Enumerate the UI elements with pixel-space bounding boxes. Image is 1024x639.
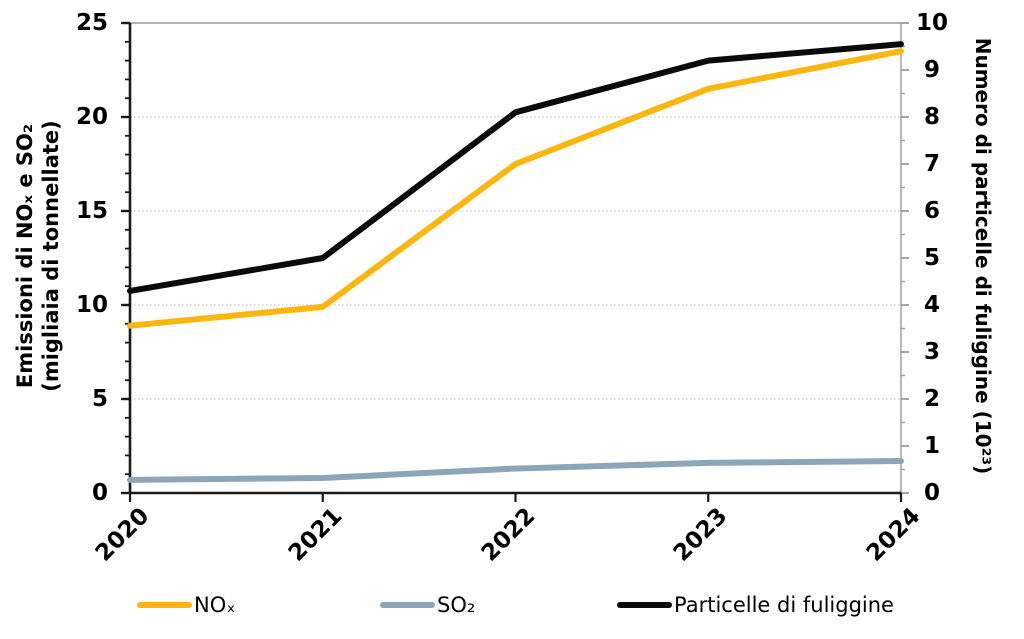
axis-ticks [121, 21, 909, 502]
left-tick-label: 5 [91, 386, 108, 412]
right-tick-label: 8 [923, 104, 940, 130]
left-tick-label: 0 [91, 480, 108, 506]
left-tick-label: 25 [75, 10, 108, 36]
nox-line [127, 48, 904, 329]
nox-legend-swatch [137, 602, 192, 608]
fuliggine-line [127, 41, 904, 294]
legend-item-so2: SO₂ [380, 590, 475, 620]
right-tick-label: 4 [923, 292, 940, 318]
right-tick-label: 5 [923, 245, 940, 271]
right-tick-label: 2 [923, 386, 940, 412]
left-tick-label: 20 [75, 104, 108, 130]
left-tick-label: 10 [75, 292, 108, 318]
left-axis-title-line2: (migliaia di tonnellate) [39, 120, 63, 392]
left-axis-title: Emissioni di NOₓ e SO₂ (migliaia di tonn… [12, 21, 64, 491]
legend-item-nox: NOₓ [137, 590, 236, 620]
left-tick-label: 15 [75, 198, 108, 224]
right-tick-label: 0 [923, 480, 940, 506]
right-tick-label: 9 [923, 57, 940, 83]
legend-item-fuliggine: Particelle di fuliggine [617, 590, 894, 620]
right-tick-label: 6 [923, 198, 940, 224]
left-axis-title-line1: Emissioni di NOₓ e SO₂ [13, 123, 37, 389]
right-tick-label: 3 [923, 339, 940, 365]
series-lines [127, 41, 904, 483]
fuliggine-legend-swatch [617, 602, 672, 608]
horizontal-gridlines [130, 22, 901, 400]
right-axis-title: Numero di particelle di fuliggine (10²³) [971, 37, 995, 475]
so2-line [127, 458, 904, 483]
nox-legend-label: NOₓ [194, 593, 236, 617]
right-tick-label: 10 [915, 10, 948, 36]
so2-legend-swatch [380, 602, 435, 608]
right-tick-label: 1 [923, 433, 940, 459]
chart-legend: NOₓ SO₂ Particelle di fuliggine [0, 590, 1024, 630]
so2-legend-label: SO₂ [437, 593, 476, 617]
plot-frame [128, 22, 902, 495]
fuliggine-legend-label: Particelle di fuliggine [674, 593, 894, 617]
right-tick-label: 7 [923, 151, 940, 177]
